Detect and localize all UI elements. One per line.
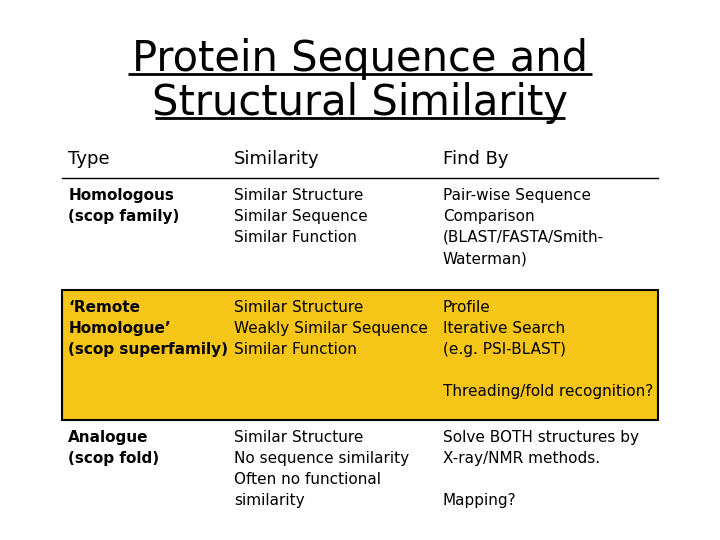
Text: Similarity: Similarity: [234, 150, 320, 168]
Text: Profile
Iterative Search
(e.g. PSI-BLAST)

Threading/fold recognition?: Profile Iterative Search (e.g. PSI-BLAST…: [443, 300, 653, 399]
Text: Analogue
(scop fold): Analogue (scop fold): [68, 430, 160, 466]
Text: Protein Sequence and: Protein Sequence and: [132, 38, 588, 80]
Text: Type: Type: [68, 150, 110, 168]
Text: Similar Structure
Weakly Similar Sequence
Similar Function: Similar Structure Weakly Similar Sequenc…: [234, 300, 428, 357]
Text: Similar Structure
Similar Sequence
Similar Function: Similar Structure Similar Sequence Simil…: [234, 188, 368, 245]
Bar: [62, 290, 658, 420]
Text: Homologous
(scop family): Homologous (scop family): [68, 188, 180, 224]
Text: Pair-wise Sequence
Comparison
(BLAST/FASTA/Smith-
Waterman): Pair-wise Sequence Comparison (BLAST/FAS…: [443, 188, 604, 266]
Text: Find By: Find By: [443, 150, 508, 168]
Text: Structural Similarity: Structural Similarity: [152, 82, 568, 124]
Text: Solve BOTH structures by
X-ray/NMR methods.

Mapping?: Solve BOTH structures by X-ray/NMR metho…: [443, 430, 639, 508]
Text: ‘Remote
Homologue’
(scop superfamily): ‘Remote Homologue’ (scop superfamily): [68, 300, 228, 357]
Text: Similar Structure
No sequence similarity
Often no functional
similarity: Similar Structure No sequence similarity…: [234, 430, 409, 508]
